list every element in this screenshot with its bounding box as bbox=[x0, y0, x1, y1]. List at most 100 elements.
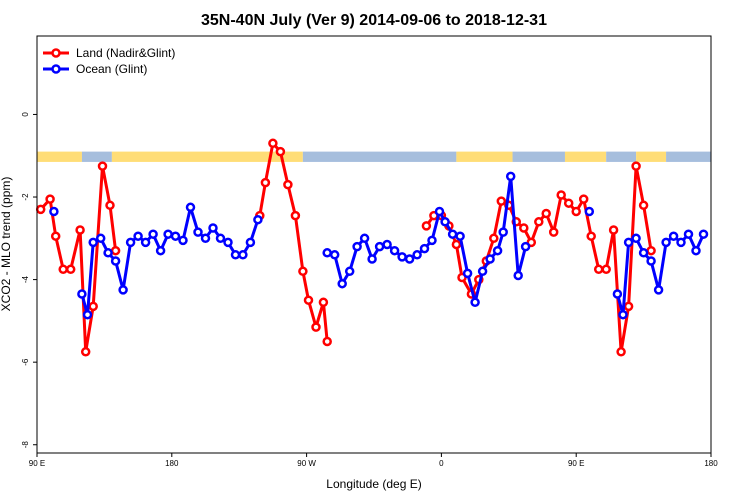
data-point-0-51 bbox=[638, 200, 649, 211]
data-point-1-55 bbox=[612, 289, 623, 299]
data-point-1-56 bbox=[618, 309, 628, 320]
data-point-0-1 bbox=[45, 194, 55, 204]
x-tick-label: 90 W bbox=[297, 459, 316, 468]
data-point-1-17 bbox=[193, 227, 203, 237]
data-point-1-65 bbox=[683, 229, 694, 239]
data-point-1-25 bbox=[253, 214, 263, 225]
data-point-1-49 bbox=[492, 245, 503, 256]
series-layer bbox=[35, 138, 709, 357]
x-tick-label: 180 bbox=[165, 459, 179, 468]
data-point-1-31 bbox=[359, 233, 370, 244]
data-point-0-6 bbox=[80, 347, 91, 357]
data-point-1-11 bbox=[148, 229, 158, 239]
data-point-1-52 bbox=[513, 270, 523, 281]
data-point-1-21 bbox=[223, 237, 233, 248]
y-axis-label: XCO2 - MLO trend (ppm) bbox=[0, 177, 13, 312]
data-point-1-19 bbox=[208, 223, 218, 233]
data-point-0-44 bbox=[586, 231, 596, 241]
data-point-0-45 bbox=[593, 264, 604, 275]
data-point-1-7 bbox=[118, 285, 128, 295]
series-line-1-2 bbox=[326, 174, 528, 304]
mask-segment-land-2 bbox=[111, 151, 303, 162]
mask-segment-land-8 bbox=[636, 151, 667, 162]
data-point-1-45 bbox=[462, 268, 473, 279]
data-point-1-22 bbox=[230, 250, 241, 260]
data-point-0-37 bbox=[534, 217, 544, 227]
data-point-1-43 bbox=[447, 229, 458, 239]
data-point-1-26 bbox=[322, 248, 332, 258]
mask-segment-ocean-7 bbox=[606, 151, 637, 162]
data-point-1-51 bbox=[505, 171, 516, 182]
data-point-1-62 bbox=[661, 237, 671, 248]
data-point-0-17 bbox=[298, 266, 308, 277]
data-point-0-21 bbox=[322, 336, 332, 347]
chart-title: 35N-40N July (Ver 9) 2014-09-06 to 2018-… bbox=[201, 12, 547, 29]
data-point-0-35 bbox=[519, 223, 529, 233]
data-point-0-15 bbox=[283, 179, 293, 190]
data-point-0-42 bbox=[571, 206, 581, 217]
x-tick-label: 180 bbox=[704, 459, 718, 468]
plot-frame bbox=[36, 35, 712, 454]
data-point-0-3 bbox=[58, 264, 68, 275]
mask-segment-ocean-1 bbox=[81, 151, 112, 162]
data-point-1-35 bbox=[389, 245, 400, 256]
data-point-0-13 bbox=[268, 138, 278, 149]
data-point-0-52 bbox=[646, 245, 656, 256]
data-point-1-53 bbox=[520, 241, 531, 252]
data-point-1-0 bbox=[49, 206, 59, 217]
data-point-1-29 bbox=[344, 266, 355, 277]
data-point-0-4 bbox=[65, 264, 76, 275]
data-point-1-59 bbox=[638, 248, 649, 258]
data-point-0-50 bbox=[631, 161, 641, 171]
data-point-1-33 bbox=[374, 241, 385, 252]
data-point-1-64 bbox=[676, 237, 686, 248]
data-point-1-16 bbox=[185, 202, 196, 213]
data-point-0-43 bbox=[578, 194, 589, 204]
data-point-0-26 bbox=[451, 239, 462, 250]
data-point-0-39 bbox=[548, 227, 559, 237]
data-point-0-16 bbox=[290, 210, 301, 221]
data-point-1-14 bbox=[170, 231, 181, 241]
legend-marker bbox=[51, 64, 61, 74]
data-point-0-14 bbox=[275, 146, 286, 157]
x-tick-label: 90 E bbox=[29, 459, 45, 468]
data-point-0-41 bbox=[563, 198, 574, 208]
data-point-0-2 bbox=[50, 231, 61, 241]
data-point-1-27 bbox=[329, 250, 340, 260]
mask-segment-land-4 bbox=[456, 151, 513, 162]
data-point-1-67 bbox=[698, 229, 709, 239]
mask-segment-ocean-5 bbox=[512, 151, 565, 162]
data-point-1-50 bbox=[498, 227, 508, 237]
y-tick-label: -6 bbox=[21, 358, 30, 366]
data-point-0-20 bbox=[318, 297, 329, 308]
data-point-0-19 bbox=[311, 322, 321, 332]
data-point-1-6 bbox=[110, 256, 121, 266]
x-tick-label: 0 bbox=[439, 459, 444, 468]
data-point-1-57 bbox=[623, 237, 634, 248]
data-point-1-60 bbox=[646, 256, 656, 266]
x-axis-label: Longitude (deg E) bbox=[326, 477, 421, 491]
data-point-1-61 bbox=[653, 285, 664, 295]
data-point-1-3 bbox=[88, 237, 98, 248]
legend: Land (Nadir&Glint) Ocean (Glint) bbox=[43, 46, 175, 76]
data-point-1-66 bbox=[691, 245, 701, 256]
data-point-0-8 bbox=[97, 161, 108, 171]
legend-label: Ocean (Glint) bbox=[76, 62, 147, 76]
data-point-1-41 bbox=[434, 206, 445, 217]
data-point-0-31 bbox=[489, 233, 499, 244]
data-point-1-15 bbox=[178, 235, 188, 246]
series-land bbox=[35, 138, 656, 357]
mask-segment-land-6 bbox=[564, 151, 607, 162]
mask-segment-land-0 bbox=[37, 151, 82, 162]
data-point-1-63 bbox=[668, 231, 679, 241]
data-point-1-42 bbox=[440, 217, 450, 227]
data-point-1-30 bbox=[352, 241, 362, 252]
data-point-1-24 bbox=[245, 237, 256, 248]
data-point-0-0 bbox=[35, 204, 46, 215]
data-point-1-37 bbox=[404, 254, 415, 264]
data-point-1-9 bbox=[133, 231, 143, 241]
land-sea-mask bbox=[37, 151, 711, 162]
x-tick-label: 90 E bbox=[568, 459, 584, 468]
mask-segment-ocean-3 bbox=[302, 151, 457, 162]
